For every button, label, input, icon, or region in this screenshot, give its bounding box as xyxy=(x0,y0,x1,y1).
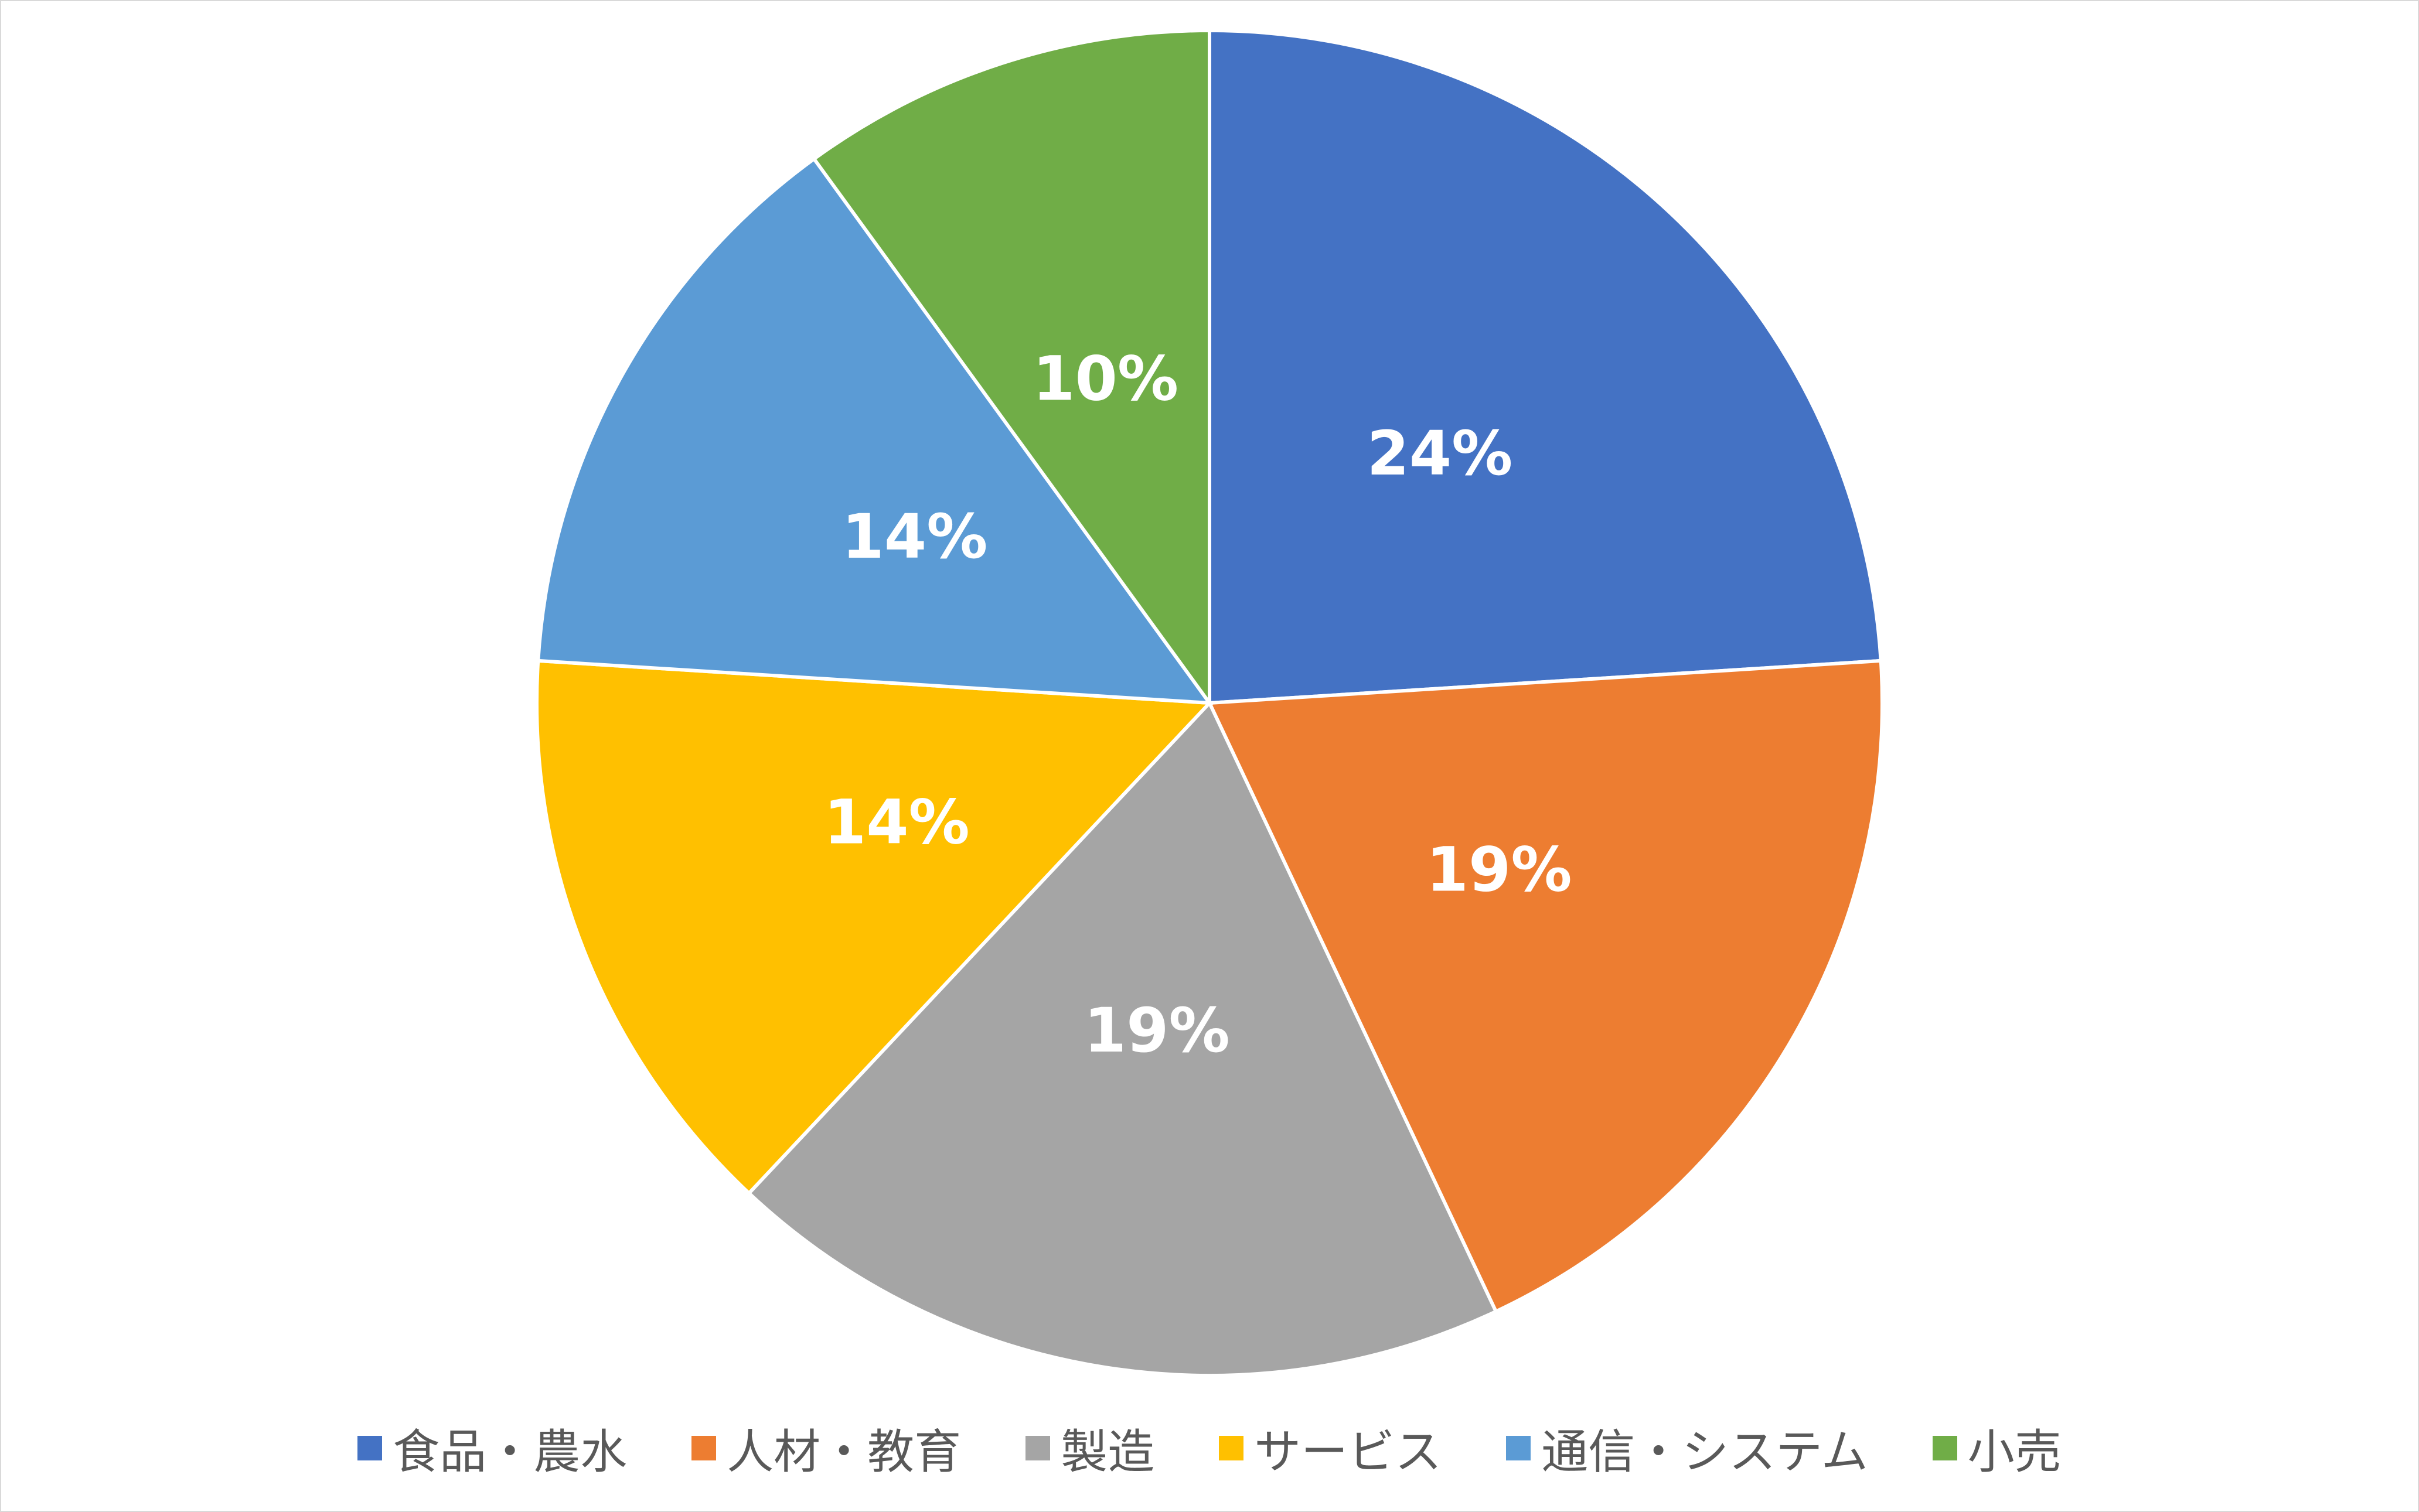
legend-label: 食品・農水 xyxy=(393,1425,628,1479)
data-label: 19% xyxy=(1426,834,1572,906)
pie-slice xyxy=(535,658,1214,1196)
data-label: 14% xyxy=(824,787,970,858)
pie-slice xyxy=(536,156,1214,705)
legend-label: 人材・教育 xyxy=(727,1425,962,1479)
legend-swatch xyxy=(357,1436,383,1460)
data-label: 24% xyxy=(1367,418,1512,489)
legend-swatch xyxy=(1506,1436,1531,1460)
data-label: 10% xyxy=(1033,343,1178,414)
legend-item: 人材・教育 xyxy=(691,1414,961,1482)
pie-slice xyxy=(1208,28,1883,705)
data-label: 19% xyxy=(1084,995,1230,1066)
pie-slice xyxy=(812,28,1211,709)
legend-label: 通信・システム xyxy=(1541,1425,1868,1479)
pie-slice xyxy=(746,699,1498,1377)
legend-item: 製造 xyxy=(1025,1414,1154,1482)
legend-swatch xyxy=(1932,1436,1957,1460)
legend: 食品・農水 人材・教育 製造 サービス 通信・システム 小売 xyxy=(1,1416,2418,1480)
legend-swatch xyxy=(1219,1436,1244,1460)
data-label: 14% xyxy=(842,501,988,572)
legend-item: 食品・農水 xyxy=(357,1414,627,1482)
legend-item: 小売 xyxy=(1932,1414,2062,1482)
legend-item: サービス xyxy=(1219,1414,1442,1482)
legend-label: 小売 xyxy=(1967,1425,2062,1479)
legend-item: 通信・システム xyxy=(1506,1414,1868,1482)
legend-swatch xyxy=(691,1436,717,1460)
pie-slice xyxy=(1207,658,1884,1314)
legend-swatch xyxy=(1025,1436,1051,1460)
legend-label: 製造 xyxy=(1061,1425,1155,1479)
legend-label: サービス xyxy=(1254,1425,1442,1479)
